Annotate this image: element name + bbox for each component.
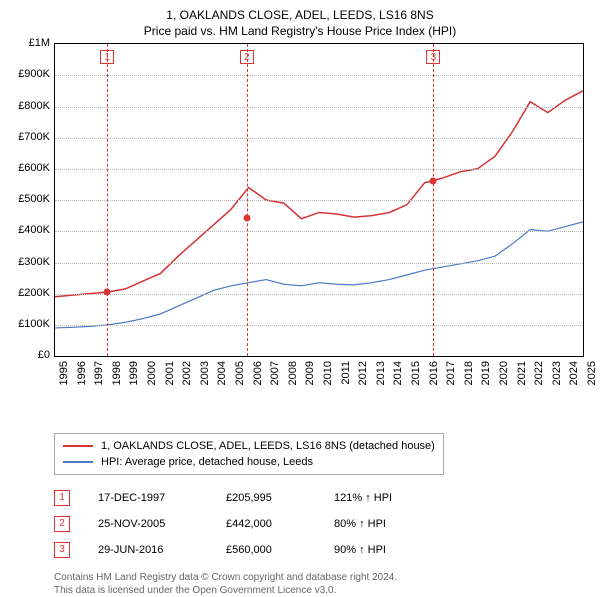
y-axis-label: £400K	[18, 224, 54, 236]
legend-item: HPI: Average price, detached house, Leed…	[63, 454, 435, 470]
x-axis-label: 2024	[568, 361, 580, 385]
event-hpi: 90% ↑ HPI	[334, 544, 434, 556]
footer: Contains HM Land Registry data © Crown c…	[54, 571, 590, 597]
gridline	[55, 200, 583, 201]
y-axis-label: £800K	[18, 100, 54, 112]
event-number: 2	[54, 516, 70, 532]
x-axis-label: 2009	[304, 361, 316, 385]
event-date: 17-DEC-1997	[98, 492, 198, 504]
events-table: 1 17-DEC-1997 £205,995 121% ↑ HPI 2 25-NOV-20…	[54, 485, 590, 563]
chart-title: 1, OAKLANDS CLOSE, ADEL, LEEDS, LS16 8NS…	[10, 8, 590, 39]
event-dash	[247, 44, 248, 356]
event-marker: 1	[100, 50, 114, 64]
event-number: 1	[54, 490, 70, 506]
event-price: £560,000	[226, 544, 306, 556]
y-axis-label: £1M	[29, 37, 54, 49]
event-row: 1 17-DEC-1997 £205,995 121% ↑ HPI	[54, 485, 590, 511]
x-axis-label: 2015	[410, 361, 422, 385]
x-axis-label: 1996	[76, 361, 88, 385]
event-dot	[243, 215, 250, 222]
legend-item: 1, OAKLANDS CLOSE, ADEL, LEEDS, LS16 8NS…	[63, 438, 435, 454]
x-axis-label: 2014	[392, 361, 404, 385]
gridline	[55, 138, 583, 139]
event-dot	[104, 288, 111, 295]
y-axis-label: £700K	[18, 131, 54, 143]
x-axis-label: 2002	[181, 361, 193, 385]
y-axis-label: £900K	[18, 68, 54, 80]
event-marker: 2	[240, 50, 254, 64]
x-axis-label: 2025	[586, 361, 598, 385]
gridline	[55, 263, 583, 264]
legend-label: HPI: Average price, detached house, Leed…	[101, 456, 313, 468]
event-row: 3 29-JUN-2016 £560,000 90% ↑ HPI	[54, 537, 590, 563]
event-row: 2 25-NOV-2005 £442,000 80% ↑ HPI	[54, 511, 590, 537]
legend: 1, OAKLANDS CLOSE, ADEL, LEEDS, LS16 8NS…	[54, 433, 444, 475]
chart-container: 1, OAKLANDS CLOSE, ADEL, LEEDS, LS16 8NS…	[0, 0, 600, 590]
y-axis-label: £200K	[18, 287, 54, 299]
x-axis-label: 2005	[234, 361, 246, 385]
footer-line-1: Contains HM Land Registry data © Crown c…	[54, 571, 590, 584]
x-axis-label: 2007	[269, 361, 281, 385]
x-axis-label: 2008	[287, 361, 299, 385]
plot: 1 2 3	[54, 43, 584, 357]
x-axis-label: 2011	[340, 361, 352, 385]
y-axis-label: £500K	[18, 193, 54, 205]
y-axis-label: £600K	[18, 162, 54, 174]
event-dash	[107, 44, 108, 356]
event-hpi: 121% ↑ HPI	[334, 492, 434, 504]
x-axis-label: 2001	[164, 361, 176, 385]
gridline	[55, 325, 583, 326]
y-axis-label: £100K	[18, 318, 54, 330]
title-line-1: 1, OAKLANDS CLOSE, ADEL, LEEDS, LS16 8NS	[10, 8, 590, 24]
x-axis-label: 1995	[58, 361, 70, 385]
chart-area: £0£100K£200K£300K£400K£500K£600K£700K£80…	[54, 43, 584, 393]
event-hpi: 80% ↑ HPI	[334, 518, 434, 530]
x-axis-label: 1998	[111, 361, 123, 385]
x-axis-label: 2017	[445, 361, 457, 385]
event-dot	[430, 178, 437, 185]
footer-line-2: This data is licensed under the Open Gov…	[54, 584, 590, 597]
series-hpi	[55, 222, 583, 328]
event-dash	[433, 44, 434, 356]
x-axis-label: 2021	[516, 361, 528, 385]
x-axis-label: 2018	[463, 361, 475, 385]
x-axis-label: 2016	[428, 361, 440, 385]
x-axis-label: 2006	[252, 361, 264, 385]
x-axis-label: 1997	[93, 361, 105, 385]
legend-label: 1, OAKLANDS CLOSE, ADEL, LEEDS, LS16 8NS…	[101, 440, 435, 452]
gridline	[55, 107, 583, 108]
gridline	[55, 294, 583, 295]
x-axis-label: 2020	[498, 361, 510, 385]
gridline	[55, 231, 583, 232]
x-axis-label: 1999	[128, 361, 140, 385]
event-date: 25-NOV-2005	[98, 518, 198, 530]
x-axis-label: 2022	[533, 361, 545, 385]
legend-swatch	[63, 445, 93, 447]
legend-swatch	[63, 461, 93, 463]
gridline	[55, 169, 583, 170]
x-axis-label: 2003	[199, 361, 211, 385]
event-price: £205,995	[226, 492, 306, 504]
event-date: 29-JUN-2016	[98, 544, 198, 556]
y-axis-label: £300K	[18, 256, 54, 268]
event-number: 3	[54, 542, 70, 558]
x-axis-label: 2004	[216, 361, 228, 385]
x-axis-label: 2013	[375, 361, 387, 385]
series-price	[55, 91, 583, 297]
x-axis-label: 2012	[357, 361, 369, 385]
y-axis-label: £0	[38, 349, 54, 361]
title-line-2: Price paid vs. HM Land Registry's House …	[10, 24, 590, 40]
x-axis-label: 2023	[551, 361, 563, 385]
x-axis-label: 2000	[146, 361, 158, 385]
x-axis-label: 2019	[480, 361, 492, 385]
gridline	[55, 75, 583, 76]
x-axis-label: 2010	[322, 361, 334, 385]
event-price: £442,000	[226, 518, 306, 530]
event-marker: 3	[426, 50, 440, 64]
